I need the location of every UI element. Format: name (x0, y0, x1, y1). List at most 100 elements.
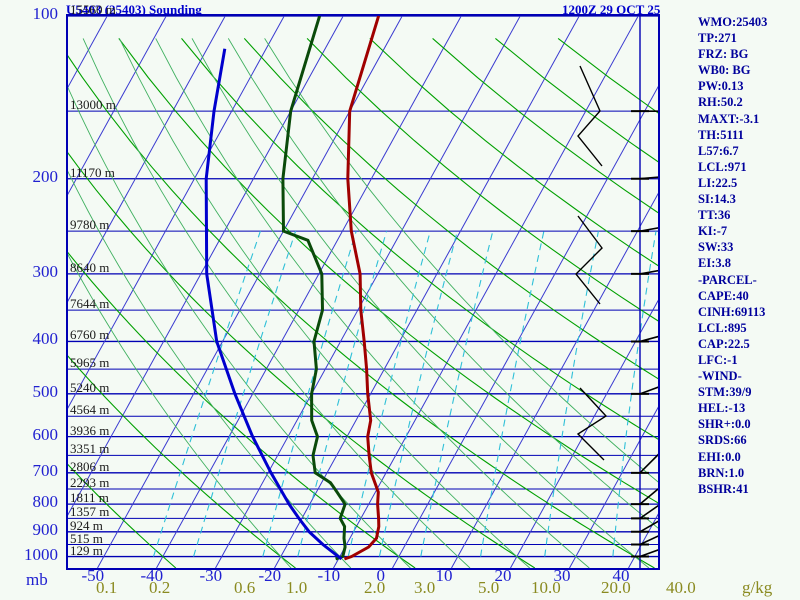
isotherm-line (333, 16, 639, 568)
height-label: 2806 m (70, 458, 110, 474)
stat-line: EI:3.8 (698, 256, 731, 271)
mixing-ratio-tick-label: 3.0 (414, 578, 436, 597)
stat-line: SW:33 (698, 240, 734, 255)
moist-adiabat-line (155, 38, 590, 568)
stat-line: PW:0.13 (698, 79, 744, 94)
stat-line: CINH:69113 (698, 304, 766, 319)
dry-adiabat-line (68, 152, 536, 568)
temperature-tick-label: -10 (317, 566, 341, 585)
stat-line: MAXT:-3.1 (698, 111, 760, 126)
temperature-tick-label: -40 (140, 566, 164, 585)
stat-line: SI:14.3 (698, 192, 736, 207)
stat-line: KI:-7 (698, 224, 728, 239)
pressure-tick-label: 300 (32, 261, 59, 281)
mixing-ratio-tick-label: 2.0 (364, 578, 386, 597)
isotherm-line (68, 16, 226, 302)
shear-zigzag (576, 387, 608, 461)
temperature-tick-label: 30 (553, 566, 571, 585)
isotherm-line (510, 299, 658, 568)
mixing-ratio-line (297, 230, 388, 557)
mixing-ratio-line (152, 230, 261, 557)
isotherm-line (628, 513, 658, 568)
pressure-tick-label: 800 (32, 492, 59, 512)
mixing-ratio-tick-label: 0.1 (96, 578, 118, 597)
height-label: 3936 m (70, 422, 110, 438)
wind-barb-shaft (639, 269, 658, 275)
height-label: 515 m (70, 530, 103, 546)
stat-line: -WIND- (698, 369, 742, 384)
stat-line: CAP:22.5 (698, 336, 750, 351)
isotherm-line (392, 85, 658, 568)
height-label: 924 m (70, 517, 103, 533)
dry-adiabat-line (243, 38, 658, 380)
isotherm-line (156, 16, 462, 568)
dry-adiabat-line (369, 37, 658, 267)
moist-adiabat-line (264, 38, 658, 483)
stat-line: SRDS:66 (698, 433, 747, 448)
isotherm-line (68, 16, 285, 409)
temperature-tick-label: 0 (376, 566, 386, 585)
chart-title-right: 1200Z 29 OCT 25 (562, 2, 661, 17)
mixing-ratio-tick-label: 20.0 (601, 578, 631, 597)
mixing-ratio-tick-label: 1.0 (286, 578, 308, 597)
mixing-ratio-tick-label: 40.0 (666, 578, 696, 597)
stat-line: LI:22.5 (698, 175, 738, 190)
temperature-tick-label: 40 (612, 566, 630, 585)
height-label: 8640 m (70, 259, 110, 275)
moist-adiabat-line (82, 38, 471, 568)
height-label: 5240 m (70, 379, 110, 395)
stat-line: STM:39/9 (698, 385, 752, 400)
wind-barb-shaft (639, 227, 658, 232)
dewpoint-trace (281, 16, 347, 561)
pressure-tick-label: 200 (32, 166, 59, 186)
moist-adiabat-line (68, 254, 292, 568)
height-label: 129 m (70, 542, 103, 558)
height-label: 5965 m (70, 355, 110, 371)
stat-line: LFC:-1 (698, 352, 738, 367)
wind-barb-shaft (639, 488, 658, 505)
dry-adiabat-line (306, 38, 658, 322)
height-label: 2293 m (70, 475, 110, 490)
sounding-stats-panel: WMO:25403 TP:271 FRZ: BG WB0: BG PW:0.13 RH:5… (698, 14, 798, 497)
wind-barb-shaft (639, 504, 658, 520)
stat-line: TH:5111 (698, 127, 744, 142)
stat-line: HEL:-13 (698, 401, 746, 416)
wind-barb-shaft (639, 520, 658, 533)
height-label: 13000 m (70, 97, 116, 113)
mixing-ratio-line (262, 230, 357, 557)
temperature-tick-label: 20 (494, 566, 512, 585)
chart-title-left: U5403 (25403) Sounding (66, 2, 202, 17)
shear-zigzag (577, 65, 603, 167)
pressure-tick-label: 500 (32, 381, 59, 401)
moist-adiabat-line (227, 38, 658, 529)
wind-barb-shaft (639, 535, 658, 546)
mixing-ratio-line (480, 230, 545, 557)
height-label: 11170 m (70, 164, 115, 180)
stat-line: WB0: BG (698, 63, 751, 78)
temperature-tick-label: -30 (199, 566, 223, 585)
mixing-ratio-tick-label: 0.2 (149, 578, 171, 597)
stat-line: LCL:971 (698, 159, 747, 174)
mixing-ratio-line (420, 230, 494, 557)
isotherm-line (451, 192, 658, 568)
isotherm-line (215, 16, 521, 568)
isotherm-line (569, 406, 658, 568)
height-label: 4564 m (70, 402, 110, 418)
stat-line: CAPE:40 (698, 288, 749, 303)
stat-line: TT:36 (698, 208, 731, 223)
dry-adiabat-line (181, 38, 658, 440)
height-label: 9780 m (70, 217, 110, 233)
mixing-ratio-unit: g/kg (742, 578, 773, 597)
height-label: 7644 m (70, 296, 110, 312)
stat-line: LCL:895 (698, 320, 747, 335)
height-label: 15560 m (70, 2, 116, 17)
height-label: 1811 m (70, 490, 109, 506)
dry-adiabat-line (118, 38, 658, 504)
mixing-ratio-line (347, 230, 431, 557)
pressure-axis-unit: mb (26, 570, 48, 589)
stat-line: FRZ: BG (698, 47, 749, 62)
moist-adiabat-line (191, 38, 650, 568)
moist-adiabat-line (118, 38, 530, 568)
isotherm-line (274, 16, 580, 568)
